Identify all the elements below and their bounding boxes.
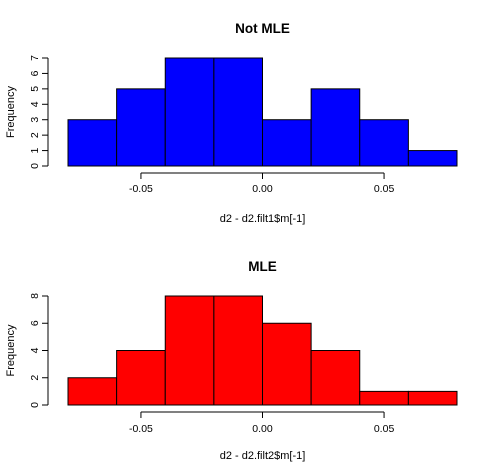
x-axis-label: d2 - d2.filt2$m[-1]: [220, 450, 306, 462]
y-axis-label: Frequency: [5, 324, 17, 376]
y-tick-label: 2: [29, 132, 41, 138]
y-tick-label: 5: [29, 86, 41, 92]
histogram-bar: [407, 150, 458, 167]
histogram-bar: [310, 350, 361, 406]
histogram-bar: [262, 322, 312, 406]
chart-title: Not MLE: [235, 21, 290, 36]
histogram-bar: [359, 390, 409, 406]
y-tick-label: 1: [29, 147, 41, 153]
histogram-bar: [310, 88, 361, 167]
x-tick-label: -0.05: [129, 423, 153, 435]
x-axis-label: d2 - d2.filt1$m[-1]: [220, 213, 306, 225]
y-tick-label: 8: [29, 293, 41, 299]
panel-not-mle: Not MLE -0.05 0.00 0.05 d2 - d2.filt1$m[-1] 0…: [5, 21, 458, 225]
y-tick-label: 4: [29, 347, 41, 353]
histogram-bar: [116, 88, 166, 167]
y-tick-label: 6: [29, 70, 41, 76]
histogram-bar: [67, 377, 118, 406]
x-tick-label: 0.05: [374, 183, 395, 195]
histogram-bar: [359, 119, 409, 167]
histogram-bar: [213, 295, 263, 406]
histogram-bar: [164, 57, 215, 167]
y-tick-label: 7: [29, 55, 41, 61]
histogram-bar: [213, 57, 263, 167]
x-tick-label: -0.05: [129, 183, 153, 195]
y-tick-label: 0: [29, 163, 41, 169]
histogram-bar: [262, 119, 312, 167]
x-tick-label: 0.00: [252, 183, 273, 195]
y-tick-label: 0: [29, 402, 41, 408]
histogram-bar: [67, 119, 118, 167]
y-tick-label: 3: [29, 117, 41, 123]
x-tick-label: 0.05: [374, 423, 395, 435]
y-axis-label: Frequency: [5, 86, 17, 138]
histogram-bar: [407, 390, 458, 406]
panel-mle: MLE -0.05 0.00 0.05 d2 - d2.filt2$m[-1] 0 2 4 6 8…: [5, 259, 458, 462]
y-tick-label: 2: [29, 375, 41, 381]
x-tick-label: 0.00: [252, 423, 273, 435]
chart-title: MLE: [248, 259, 277, 274]
histogram-bar: [164, 295, 215, 406]
histogram-bar: [116, 350, 166, 406]
y-tick-label: 4: [29, 101, 41, 107]
y-tick-label: 6: [29, 320, 41, 326]
